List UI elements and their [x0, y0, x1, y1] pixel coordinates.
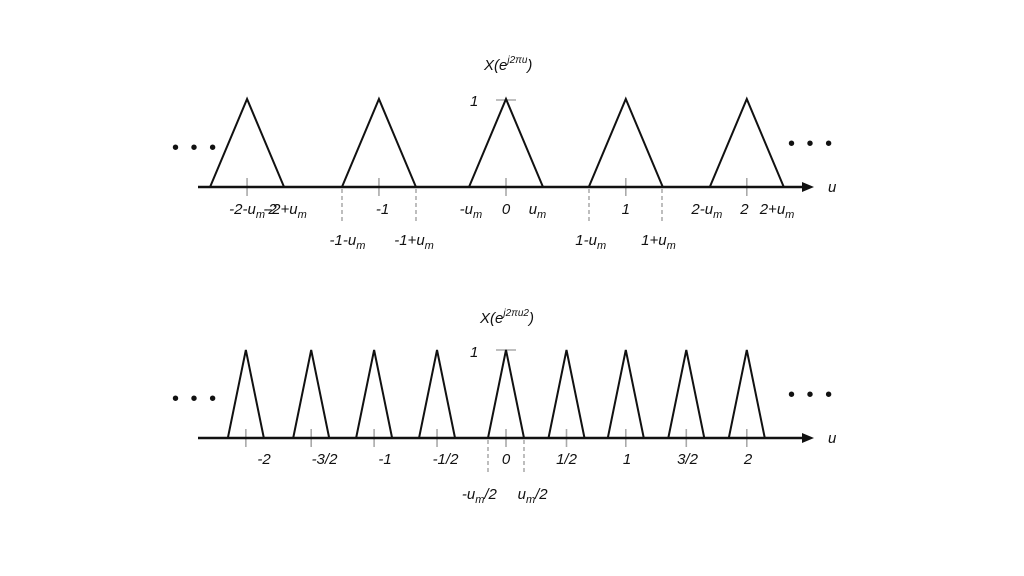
bot-triangle-4	[487, 349, 525, 439]
bot-triangle-6	[606, 349, 645, 439]
bottom-tick-labels: -2 -3/2 -1 -1/2 0 1/2 1 3/2 2	[257, 451, 753, 468]
bottom-tick-label-4: 0	[502, 451, 511, 468]
top-band-edge-markers	[341, 189, 663, 221]
top-triangle-4	[708, 96, 785, 188]
bot-triangle-2	[355, 349, 394, 439]
top-spectrum-title: X(ej2πu)	[483, 55, 532, 74]
top-axis-arrowhead	[802, 182, 814, 192]
bottom-tick-label-1: -3/2	[312, 451, 339, 468]
bottom-tick-label-5: 1/2	[556, 451, 578, 468]
bot-triangle-1	[292, 349, 331, 439]
top-edge-label-0: -1-um	[330, 232, 366, 252]
top-tick-label-2: -2+um	[267, 201, 307, 221]
bottom-tick-label-7: 3/2	[677, 451, 699, 468]
top-tick-label-5: 0	[502, 201, 511, 218]
bottom-edge-label-0: -um/2	[462, 486, 498, 506]
top-edge-label-3: 1+um	[641, 232, 676, 252]
top-band-edge-labels: -1-um -1+um 1-um 1+um	[330, 232, 676, 252]
top-tick-label-10: 2+um	[759, 201, 795, 221]
top-triangle-3	[587, 96, 664, 188]
top-tick-label-6: um	[529, 201, 547, 221]
top-spectrum-panel: X(ej2πu) 1 u • • • • • • -2-um-2-2+um -1-…	[172, 55, 837, 252]
bottom-tick-label-3: -1/2	[433, 451, 460, 468]
bottom-band-edge-labels: -um/2 um/2	[462, 486, 548, 506]
top-axis-label: u	[828, 179, 837, 196]
bottom-tick-label-6: 1	[623, 451, 631, 468]
bottom-tick-label-2: -1	[378, 451, 391, 468]
bottom-tick-label-0: -2	[257, 451, 271, 468]
bottom-edge-label-1: um/2	[518, 486, 549, 506]
top-tick-label-4: -um	[460, 201, 483, 221]
top-peak-value-label: 1	[470, 93, 478, 110]
top-tick-label-1: -2	[263, 201, 277, 218]
top-tick-label-9: 2	[739, 201, 749, 218]
top-triangle-0	[209, 96, 285, 188]
top-tick-label-7: 1	[622, 201, 630, 218]
bottom-peak-value-label: 1	[470, 344, 478, 361]
bot-triangle-0	[226, 349, 265, 439]
top-edge-label-2: 1-um	[575, 232, 606, 252]
bottom-tick-label-8: 2	[743, 451, 753, 468]
top-triangle-1	[341, 96, 417, 188]
bottom-right-continuation-dots: • • •	[788, 384, 835, 406]
bot-triangle-7	[667, 349, 706, 439]
bottom-spectrum-title: X(ej2πu2)	[479, 308, 534, 327]
top-spectrum-triangles	[209, 96, 785, 188]
top-tick-label-0: -2-um	[229, 201, 265, 221]
bottom-band-edge-markers	[487, 440, 525, 474]
bottom-spectrum-panel: X(ej2πu2) 1 u • • • • • • -2 -3/2 -1 -1/2 0 1…	[172, 308, 837, 506]
bot-triangle-8	[727, 349, 766, 439]
top-right-continuation-dots: • • •	[788, 133, 835, 155]
bottom-spectrum-triangles	[226, 349, 766, 439]
bottom-left-continuation-dots: • • •	[172, 388, 219, 410]
top-left-continuation-dots: • • •	[172, 137, 219, 159]
bottom-axis-label: u	[828, 430, 837, 447]
top-tick-label-8: 2-um	[690, 201, 722, 221]
bottom-axis-arrowhead	[802, 433, 814, 443]
top-triangle-2	[468, 96, 544, 188]
top-tick-label-3: -1	[376, 201, 389, 218]
top-edge-label-1: -1+um	[394, 232, 434, 252]
bot-triangle-3	[418, 349, 457, 439]
top-tick-labels: -2-um-2-2+um -1 -um 0 um 1 2-um 2 2+um	[229, 201, 794, 221]
bot-triangle-5	[547, 349, 586, 439]
